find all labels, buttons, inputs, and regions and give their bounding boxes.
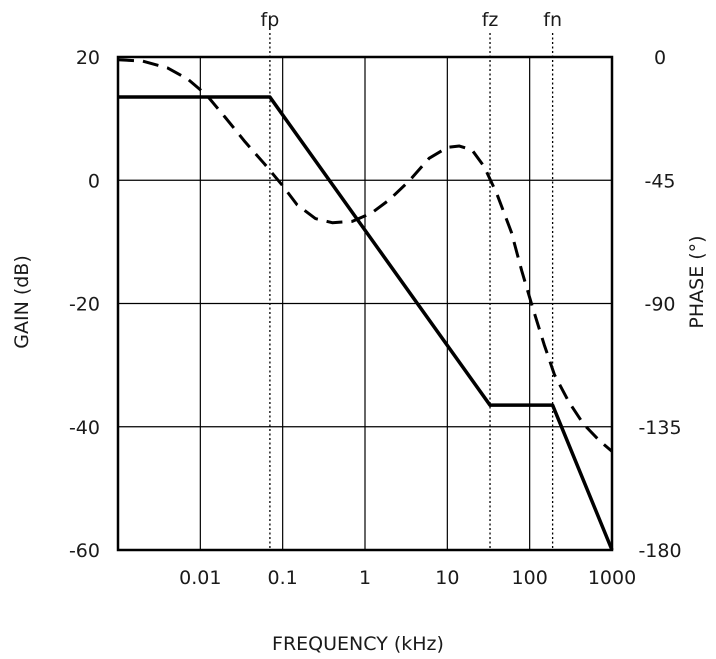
- y-right-tick-labels: 0 -45 -90 -135 -180: [638, 47, 681, 562]
- x-tick-label: 0.01: [179, 567, 221, 589]
- x-tick-label: 100: [512, 567, 548, 589]
- y-right-tick-label: -180: [638, 540, 681, 562]
- x-tick-labels: 0.01 0.1 1 10 100 1000: [179, 567, 636, 589]
- y-left-tick-label: -20: [69, 294, 100, 316]
- x-tick-label: 1000: [588, 567, 636, 589]
- x-tick-label: 1: [359, 567, 371, 589]
- frequency-markers: fp fz fn: [261, 9, 562, 550]
- x-tick-label: 0.1: [268, 567, 298, 589]
- marker-label-fp: fp: [261, 9, 280, 31]
- marker-label-fn: fn: [543, 9, 562, 31]
- y-right-tick-label: -45: [644, 170, 675, 192]
- y-left-tick-label: -60: [69, 540, 100, 562]
- y-left-tick-label: 0: [88, 170, 100, 192]
- y-right-tick-label: -90: [644, 294, 675, 316]
- y-right-axis-title: PHASE (°): [686, 235, 708, 328]
- y-left-tick-label: 20: [76, 47, 100, 69]
- series-layer: [117, 58, 614, 551]
- marker-label-fz: fz: [482, 9, 499, 31]
- y-left-tick-labels: 20 0 -20 -40 -60: [69, 47, 100, 562]
- plot-frame: [116, 55, 614, 552]
- y-left-axis-title: GAIN (dB): [11, 255, 33, 349]
- gain-line: [118, 95, 614, 551]
- grid: [118, 56, 613, 551]
- x-axis-title: FREQUENCY (kHz): [272, 633, 444, 655]
- phase-line: [117, 58, 613, 453]
- y-right-tick-label: 0: [654, 47, 666, 69]
- y-left-tick-label: -40: [69, 417, 100, 439]
- x-tick-label: 10: [435, 567, 459, 589]
- y-right-tick-label: -135: [638, 417, 681, 439]
